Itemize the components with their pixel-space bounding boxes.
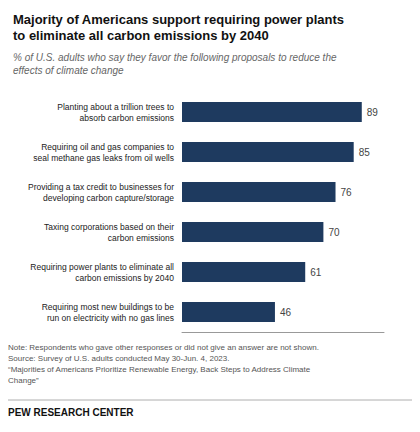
svg-text:70: 70: [328, 227, 340, 238]
svg-text:developing carbon capture/stor: developing carbon capture/storage: [43, 193, 174, 203]
svg-text:Requiring oil and gas companie: Requiring oil and gas companies to: [41, 142, 174, 152]
svg-text:Taxing corporations based on t: Taxing corporations based on their: [44, 222, 174, 232]
svg-text:61: 61: [310, 267, 322, 278]
svg-text:76: 76: [341, 187, 353, 198]
svg-text:to eliminate all carbon emissi: to eliminate all carbon emissions by 204…: [13, 28, 269, 43]
svg-text:run on electricity with no gas: run on electricity with no gas lines: [47, 313, 174, 323]
svg-text:seal methane gas leaks from oi: seal methane gas leaks from oil wells: [33, 153, 174, 163]
svg-text:“Majorities of Americans Prior: “Majorities of Americans Prioritize Rene…: [8, 365, 311, 374]
svg-text:89: 89: [367, 107, 379, 118]
svg-text:Note: Respondents who gave oth: Note: Respondents who gave other respons…: [8, 343, 319, 352]
svg-text:effects of climate change: effects of climate change: [13, 65, 124, 76]
svg-text:% of U.S. adults who say they: % of U.S. adults who say they favor the …: [13, 52, 337, 63]
svg-text:Requiring most new buildings t: Requiring most new buildings to be: [42, 302, 175, 312]
svg-text:absorb carbon emissions: absorb carbon emissions: [80, 113, 175, 123]
svg-text:Source: Survey of U.S. adults: Source: Survey of U.S. adults conducted …: [8, 354, 229, 363]
svg-text:85: 85: [359, 147, 371, 158]
svg-text:Change”: Change”: [8, 376, 39, 385]
svg-text:carbon emissions: carbon emissions: [108, 233, 174, 243]
svg-text:Requiring power plants to elim: Requiring power plants to eliminate all: [30, 262, 174, 272]
svg-text:46: 46: [280, 307, 292, 318]
svg-text:Providing a tax credit to busi: Providing a tax credit to businesses for: [28, 182, 174, 192]
svg-text:Majority of Americans support: Majority of Americans support requiring …: [13, 12, 344, 27]
svg-text:Planting about a trillion tree: Planting about a trillion trees to: [57, 102, 174, 112]
svg-text:carbon emissions by 2040: carbon emissions by 2040: [75, 273, 174, 283]
svg-text:PEW RESEARCH CENTER: PEW RESEARCH CENTER: [8, 407, 134, 418]
